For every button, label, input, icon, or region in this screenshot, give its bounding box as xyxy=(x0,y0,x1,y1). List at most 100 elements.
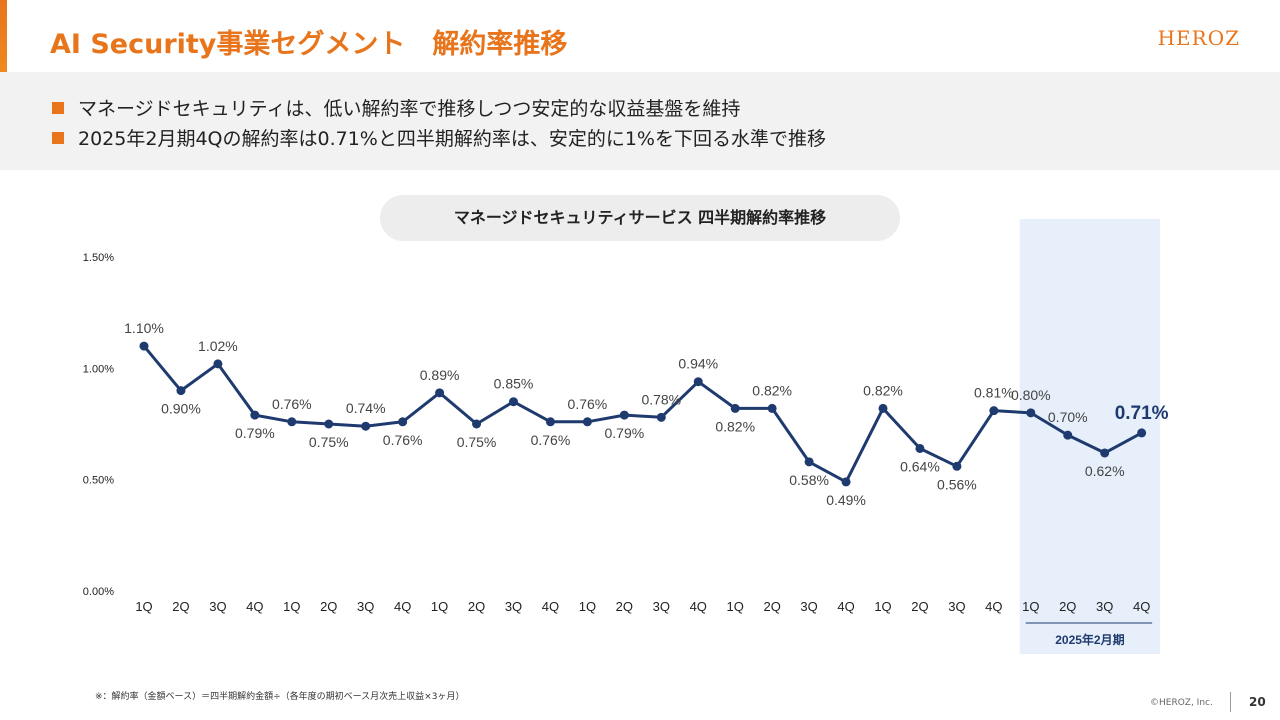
x-tick-label: 3Q xyxy=(800,599,817,614)
x-tick-label: 2Q xyxy=(468,599,485,614)
heroz-logo: HEROZ xyxy=(1157,26,1240,50)
data-label: 1.02% xyxy=(198,338,238,354)
copyright: ©HEROZ, Inc. xyxy=(1150,698,1213,708)
data-label: 0.80% xyxy=(1011,387,1051,403)
x-tick-label: 3Q xyxy=(653,599,670,614)
x-tick-label: 1Q xyxy=(874,599,891,614)
data-label: 0.94% xyxy=(678,356,718,372)
footer-divider xyxy=(1230,692,1231,712)
x-tick-label: 4Q xyxy=(837,599,854,614)
data-label: 0.82% xyxy=(752,382,792,398)
data-label: 0.76% xyxy=(272,396,312,412)
data-point xyxy=(989,406,999,416)
data-label: 0.75% xyxy=(309,434,349,450)
footnote: ※：解約率（金額ベース）＝四半期解約金額÷（各年度の期初ベース月次売上収益×3ヶ… xyxy=(95,692,465,702)
page-number: 20 xyxy=(1249,695,1266,709)
data-point xyxy=(398,417,408,427)
data-label: 0.90% xyxy=(161,401,201,417)
x-tick-label: 2Q xyxy=(320,599,337,614)
data-point xyxy=(915,443,925,453)
bullet-square-icon xyxy=(52,102,64,114)
x-tick-label: 1Q xyxy=(579,599,596,614)
x-tick-label: 4Q xyxy=(690,599,707,614)
x-tick-label: 1Q xyxy=(1022,599,1039,614)
data-label: 0.75% xyxy=(457,434,497,450)
data-point xyxy=(176,386,186,396)
x-tick-label: 4Q xyxy=(394,599,411,614)
data-label: 0.49% xyxy=(826,492,866,508)
data-point xyxy=(952,461,962,471)
data-label: 0.76% xyxy=(568,396,608,412)
data-label: 0.81% xyxy=(974,385,1014,401)
data-point xyxy=(545,417,555,427)
data-label: 0.82% xyxy=(863,382,903,398)
x-tick-label: 2Q xyxy=(172,599,189,614)
data-label: 0.58% xyxy=(789,472,829,488)
y-tick-label: 1.50% xyxy=(83,252,114,264)
data-point xyxy=(767,403,777,413)
data-label: 0.82% xyxy=(715,418,755,434)
data-point xyxy=(324,419,334,429)
bullet-item: マネージドセキュリティは、低い解約率で推移しつつ安定的な収益基盤を維持 xyxy=(52,94,740,121)
x-tick-label: 3Q xyxy=(948,599,965,614)
y-tick-label: 1.00% xyxy=(83,363,114,375)
data-label: 0.62% xyxy=(1085,463,1125,479)
bullet-text: マネージドセキュリティは、低い解約率で推移しつつ安定的な収益基盤を維持 xyxy=(78,98,741,120)
data-point xyxy=(361,421,371,431)
data-point xyxy=(213,359,223,369)
x-tick-label: 3Q xyxy=(1096,599,1113,614)
data-label: 0.76% xyxy=(531,432,571,448)
x-tick-label: 3Q xyxy=(357,599,374,614)
data-point xyxy=(1026,408,1036,418)
data-point xyxy=(582,417,592,427)
data-label: 0.56% xyxy=(937,476,977,492)
data-label: 0.71% xyxy=(1115,403,1169,424)
data-label: 0.74% xyxy=(346,400,386,416)
data-point xyxy=(693,377,703,387)
data-label: 1.10% xyxy=(124,320,164,336)
x-tick-label: 2Q xyxy=(1059,599,1076,614)
x-tick-label: 1Q xyxy=(135,599,152,614)
data-point xyxy=(804,457,814,467)
x-tick-label: 1Q xyxy=(431,599,448,614)
data-point xyxy=(1063,430,1073,440)
data-label: 0.79% xyxy=(235,425,275,441)
x-tick-label: 4Q xyxy=(542,599,559,614)
data-point xyxy=(1137,428,1147,438)
x-tick-label: 2Q xyxy=(616,599,633,614)
y-tick-label: 0.50% xyxy=(83,475,114,487)
data-label: 0.64% xyxy=(900,458,940,474)
x-tick-label: 3Q xyxy=(505,599,522,614)
highlight-period-label: 2025年2月期 xyxy=(1055,632,1124,647)
chart-title: マネージドセキュリティサービス 四半期解約率推移 xyxy=(380,195,900,241)
x-tick-label: 1Q xyxy=(283,599,300,614)
bullet-square-icon xyxy=(52,132,64,144)
bullet-item: 2025年2月期4Qの解約率は0.71%と四半期解約率は、安定的に1%を下回る水… xyxy=(52,124,826,151)
page-title: AI Security事業セグメント 解約率推移 xyxy=(50,29,568,60)
data-point xyxy=(139,341,149,351)
data-label: 0.89% xyxy=(420,367,460,383)
data-point xyxy=(730,403,740,413)
data-point xyxy=(287,417,297,427)
y-tick-label: 0.00% xyxy=(83,586,114,598)
data-label: 0.79% xyxy=(604,425,644,441)
data-label: 0.78% xyxy=(641,391,681,407)
data-point xyxy=(435,388,445,398)
data-label: 0.76% xyxy=(383,432,423,448)
x-tick-label: 1Q xyxy=(727,599,744,614)
data-point xyxy=(656,412,666,422)
data-label: 0.85% xyxy=(494,376,534,392)
data-point xyxy=(1100,448,1110,458)
summary-box: マネージドセキュリティは、低い解約率で推移しつつ安定的な収益基盤を維持 2025… xyxy=(0,72,1280,170)
data-label: 0.70% xyxy=(1048,409,1088,425)
x-tick-label: 3Q xyxy=(209,599,226,614)
data-point xyxy=(619,410,629,420)
data-point xyxy=(509,397,518,407)
x-tick-label: 4Q xyxy=(985,599,1002,614)
data-point xyxy=(841,477,851,487)
data-point xyxy=(472,419,482,429)
data-point xyxy=(878,403,888,413)
x-tick-label: 4Q xyxy=(246,599,263,614)
x-tick-label: 2Q xyxy=(911,599,928,614)
